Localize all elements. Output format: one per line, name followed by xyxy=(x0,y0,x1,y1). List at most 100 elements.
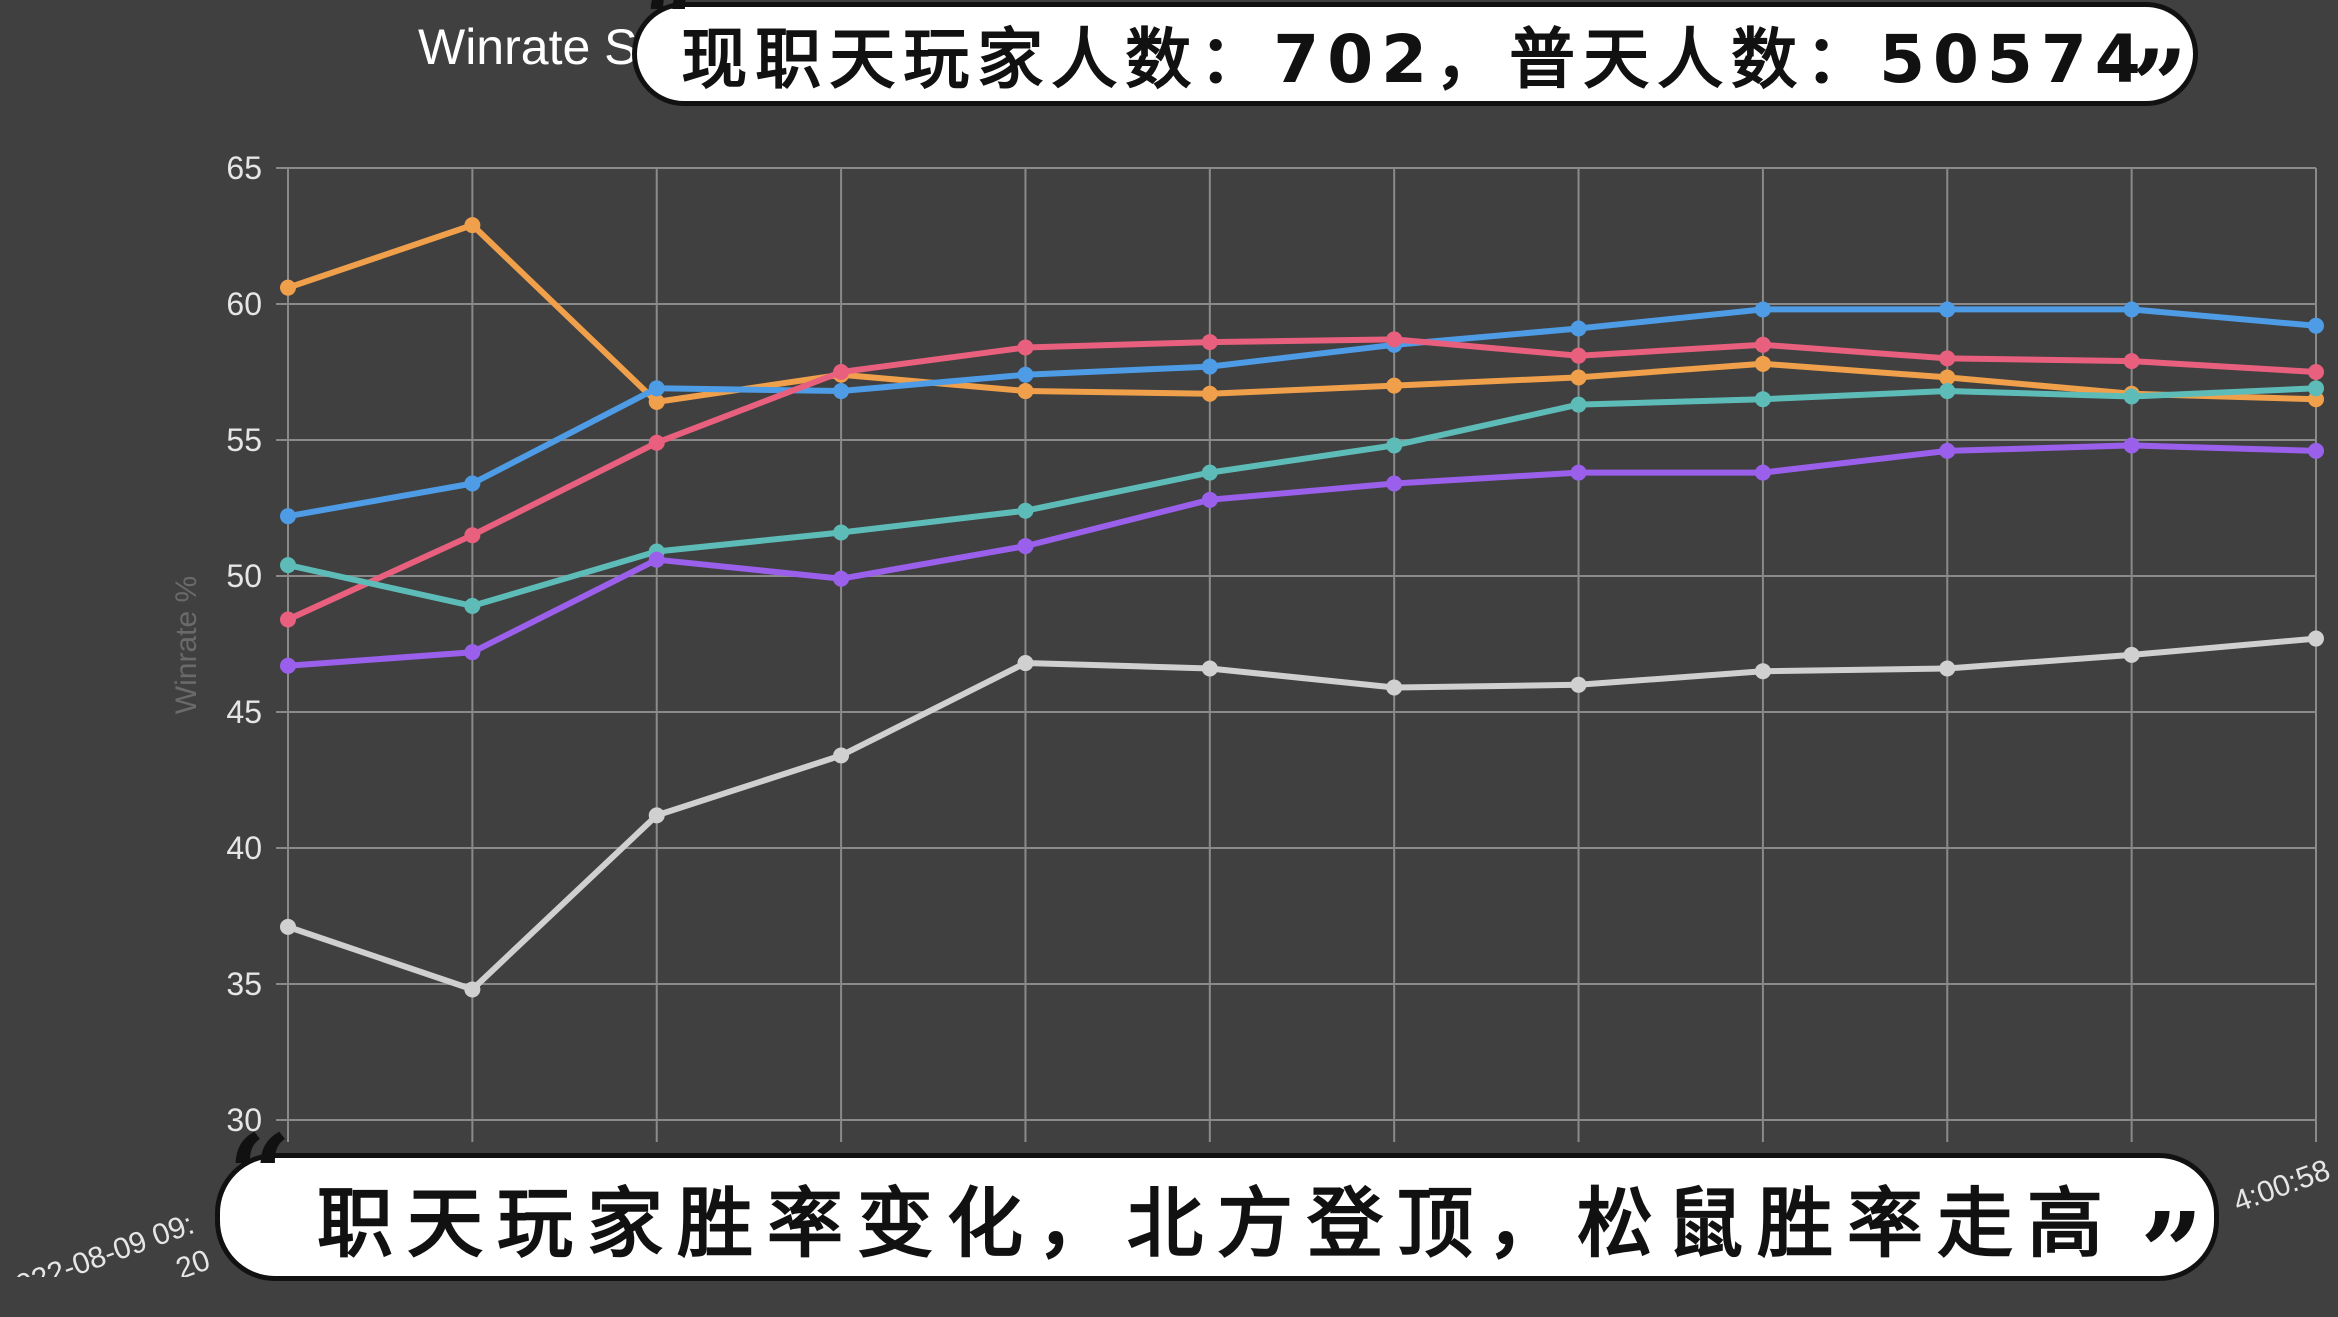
y-tick-label: 50 xyxy=(226,558,262,594)
data-point xyxy=(280,918,296,935)
data-point xyxy=(833,570,850,587)
data-point xyxy=(1754,663,1771,680)
data-point xyxy=(1570,347,1587,364)
winrate-chart: 30 35 40 45 50 55 60 65 2022-08-09 09:20 4:00:58… xyxy=(0,150,2334,1277)
data-point xyxy=(833,364,850,380)
data-point xyxy=(1939,383,1956,400)
data-point xyxy=(464,217,481,234)
data-point xyxy=(1570,320,1587,337)
top-caption-text: 现职天玩家人数：702，普天人数：50574 xyxy=(681,21,2149,98)
data-point xyxy=(1754,464,1771,481)
data-point xyxy=(464,597,481,614)
data-point xyxy=(1754,355,1771,372)
data-point xyxy=(464,644,481,661)
data-point xyxy=(1201,334,1218,351)
data-point xyxy=(648,434,665,451)
y-tick-label: 55 xyxy=(226,422,262,458)
data-point xyxy=(1386,331,1403,348)
data-point xyxy=(833,524,850,541)
x-tick-label: 20 xyxy=(172,1244,215,1277)
data-point xyxy=(1939,350,1956,367)
bottom-caption-text: 职天玩家胜率变化，北方登顶，松鼠胜率走高 xyxy=(317,1179,2117,1268)
data-point xyxy=(1201,358,1218,375)
bottom-caption-bubble: 职天玩家胜率变化，北方登顶，松鼠胜率走高 xyxy=(215,1153,2219,1281)
data-point xyxy=(648,807,665,824)
data-point xyxy=(2123,388,2140,405)
y-tick-label: 65 xyxy=(226,150,262,186)
data-point xyxy=(1939,301,1956,318)
data-point xyxy=(280,508,296,525)
chart-grid xyxy=(276,167,2317,1142)
chart-title: Winrate S xyxy=(418,19,638,75)
data-point xyxy=(1017,655,1034,672)
data-point xyxy=(1754,391,1771,408)
data-point xyxy=(1201,464,1218,481)
y-axis-label: Winrate % xyxy=(170,576,203,714)
data-point xyxy=(464,981,481,998)
series-4 xyxy=(280,437,2324,674)
data-point xyxy=(1201,491,1218,508)
data-point xyxy=(2123,437,2140,454)
data-point xyxy=(280,657,296,674)
data-point xyxy=(1754,336,1771,353)
series-line xyxy=(285,385,2319,609)
data-point xyxy=(2308,317,2324,334)
data-point xyxy=(1754,301,1771,318)
data-point xyxy=(280,557,296,574)
data-point xyxy=(1939,660,1956,677)
data-point xyxy=(1570,464,1587,481)
x-tick-label: 2022-08-09 09: xyxy=(0,1208,198,1277)
y-tick-label: 40 xyxy=(226,830,262,866)
series-line xyxy=(285,442,2319,669)
y-tick-label: 60 xyxy=(226,286,262,322)
y-tick-label: 30 xyxy=(226,1102,262,1138)
data-point xyxy=(2308,442,2324,459)
series-1 xyxy=(280,301,2324,525)
top-open-quote: “ xyxy=(644,0,700,76)
data-point xyxy=(1939,442,1956,459)
chart-series xyxy=(280,217,2324,998)
data-point xyxy=(1017,502,1034,519)
data-point xyxy=(1017,339,1034,356)
series-2 xyxy=(280,331,2324,628)
data-point xyxy=(1017,366,1034,383)
data-point xyxy=(648,551,665,568)
top-caption-bubble: 现职天玩家人数：702，普天人数：50574 xyxy=(632,2,2198,106)
data-point xyxy=(1939,369,1956,386)
top-close-quote: ” xyxy=(2132,29,2188,142)
data-point xyxy=(1017,538,1034,555)
bottom-open-quote: “ xyxy=(228,1110,292,1239)
data-point xyxy=(2308,364,2324,380)
data-point xyxy=(648,393,665,410)
y-axis-ticks: 30 35 40 45 50 55 60 65 xyxy=(226,150,262,1138)
series-5 xyxy=(280,630,2324,998)
data-point xyxy=(1386,437,1403,454)
data-point xyxy=(2123,646,2140,663)
data-point xyxy=(1201,660,1218,677)
y-tick-label: 45 xyxy=(226,694,262,730)
data-point xyxy=(1386,377,1403,394)
data-point xyxy=(2308,630,2324,647)
data-point xyxy=(1570,369,1587,386)
bottom-close-quote: ” xyxy=(2140,1188,2204,1317)
data-point xyxy=(464,527,481,544)
data-point xyxy=(1386,475,1403,492)
data-point xyxy=(1570,676,1587,693)
data-point xyxy=(648,380,665,397)
series-line xyxy=(285,222,2319,405)
data-point xyxy=(280,279,296,296)
series-line xyxy=(285,635,2319,993)
data-point xyxy=(2308,380,2324,397)
data-point xyxy=(833,747,850,764)
data-point xyxy=(1201,385,1218,402)
data-point xyxy=(2123,301,2140,318)
series-line xyxy=(285,306,2319,520)
series-3 xyxy=(280,380,2324,614)
series-0 xyxy=(280,217,2324,410)
data-point xyxy=(833,383,850,400)
y-tick-label: 35 xyxy=(226,966,262,1002)
data-point xyxy=(1386,679,1403,696)
x-tick-label: 4:00:58 xyxy=(2229,1154,2334,1219)
data-point xyxy=(280,611,296,628)
data-point xyxy=(464,475,481,492)
